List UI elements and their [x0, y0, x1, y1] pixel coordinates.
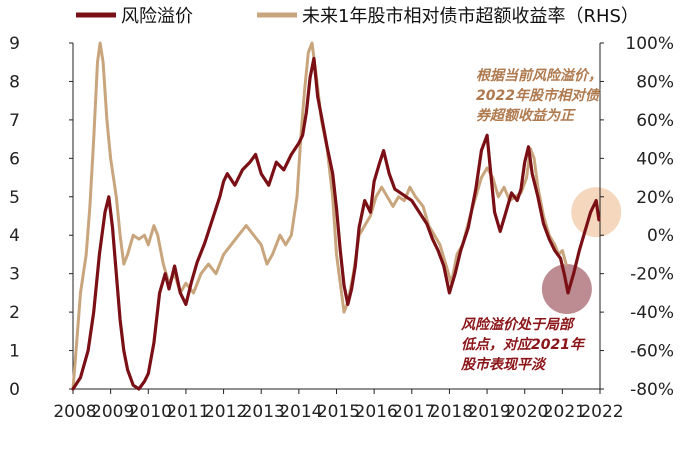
y-right-tick-label: -40%	[630, 303, 674, 323]
annotation-0-line-0: 根据当前风险溢价，	[476, 67, 602, 84]
x-tick-label: 2008	[53, 402, 96, 422]
y-left-tick-label: 9	[9, 34, 20, 54]
x-tick-label: 2017	[392, 402, 435, 422]
y-left-tick-label: 5	[9, 188, 20, 208]
x-tick-label: 2014	[279, 402, 322, 422]
x-tick-label: 2021	[543, 402, 586, 422]
y-left-tick-label: 8	[9, 72, 20, 92]
x-tick-label: 2020	[505, 402, 548, 422]
y-right-tick-label: 60%	[636, 111, 674, 131]
y-right-tick-label: 40%	[636, 149, 674, 169]
y-right-tick-label: -60%	[630, 342, 674, 362]
x-tick-label: 2013	[242, 402, 285, 422]
x-tick-label: 2010	[129, 402, 172, 422]
y-right-tick-label: 100%	[625, 34, 674, 54]
annotation-1-line-2: 股市表现平淡	[460, 356, 547, 373]
legend-label-0: 风险溢价	[121, 6, 193, 27]
y-left-tick-label: 6	[9, 149, 20, 169]
x-tick-label: 2011	[166, 402, 209, 422]
y-right-tick-label: 20%	[636, 188, 674, 208]
y-right-tick-label: 0%	[647, 226, 674, 246]
annotation-0-line-1: 2022年股市相对债	[476, 87, 601, 104]
legend-label-1: 未来1年股市相对债市超额收益率（RHS）	[302, 6, 639, 27]
x-tick-label: 2009	[91, 402, 134, 422]
x-tick-label: 2015	[317, 402, 360, 422]
annotation-1-line-1: 低点，对应2021年	[461, 336, 586, 353]
x-tick-label: 2022	[580, 402, 623, 422]
x-tick-label: 2016	[355, 402, 398, 422]
x-tick-label: 2019	[467, 402, 510, 422]
annotation-0-line-2: 券超额收益为正	[476, 107, 576, 124]
y-left-tick-label: 2	[9, 303, 20, 323]
x-tick-label: 2012	[204, 402, 247, 422]
x-tick-label: 2018	[430, 402, 473, 422]
series-line-risk-premium	[71, 56, 601, 391]
y-left-tick-label: 1	[9, 342, 20, 362]
y-right-tick-label: -80%	[630, 380, 674, 400]
y-left-tick-label: 4	[9, 226, 20, 246]
annotation-1-line-0: 风险溢价处于局部	[461, 316, 576, 333]
y-right-tick-label: 80%	[636, 72, 674, 92]
y-left-tick-label: 0	[9, 380, 20, 400]
y-left-tick-label: 7	[9, 111, 20, 131]
y-right-tick-label: -20%	[630, 265, 674, 285]
y-left-tick-label: 3	[9, 265, 20, 285]
